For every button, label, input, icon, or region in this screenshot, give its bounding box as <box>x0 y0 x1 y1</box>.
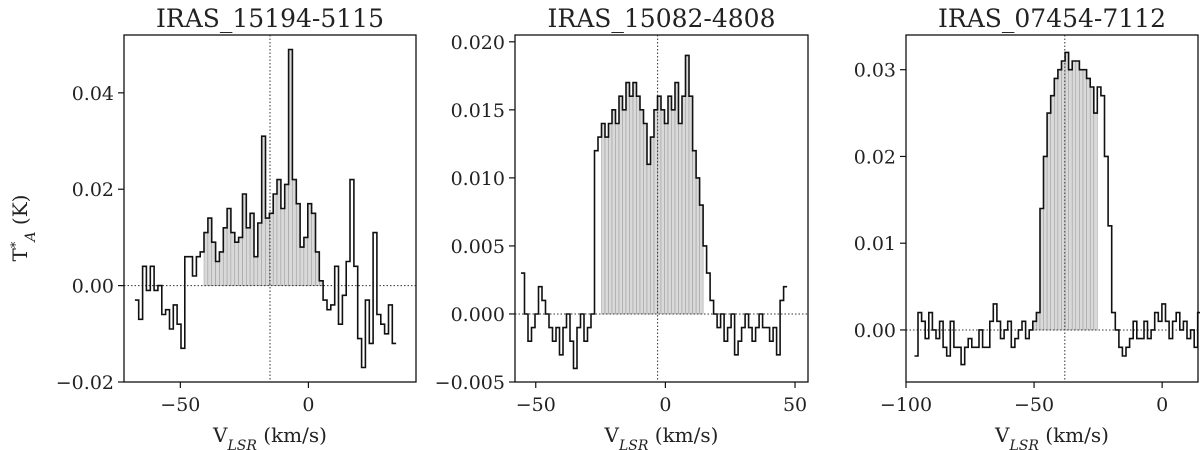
y-tick-label: 0.015 <box>451 100 505 122</box>
fill-bin <box>1079 69 1084 331</box>
fill-bin <box>660 109 665 315</box>
y-tick-label: 0.010 <box>451 168 505 190</box>
fill-bin <box>1057 69 1062 331</box>
fill-bin <box>1075 60 1080 331</box>
y-tick-label: 0.02 <box>72 179 114 201</box>
plot-frame <box>514 34 809 383</box>
fill-bin <box>604 136 609 315</box>
x-axis-title: VLSR (km/s) <box>212 423 327 450</box>
fill-bin <box>1050 95 1055 331</box>
panel-3: 0.00 0.01 0.02 0.03 −100 −50 0 IRAS_07454-7112 V… <box>854 4 1200 450</box>
y-tick-label: 0.00 <box>72 276 114 298</box>
fill-bin <box>664 123 669 315</box>
fill-bin <box>625 82 630 315</box>
y-tick-label: 0.02 <box>854 146 896 168</box>
fill-bin <box>1054 78 1059 331</box>
fill-bin <box>299 246 305 286</box>
fill-bin <box>280 208 285 286</box>
fill-bin <box>1068 69 1073 331</box>
fill-bin <box>678 123 683 315</box>
panel-title: IRAS_15194-5115 <box>156 4 384 33</box>
fill-bin <box>601 123 606 315</box>
x-axis-title: VLSR (km/s) <box>604 423 719 450</box>
fill-bin <box>639 109 644 315</box>
fill-bin <box>1086 78 1091 331</box>
fill-bin <box>611 109 616 315</box>
y-tick-label: 0.03 <box>854 60 896 82</box>
fill-bin <box>615 123 620 315</box>
y-tick-label: −0.005 <box>435 372 505 394</box>
fill-bin <box>618 95 623 315</box>
x-tick-label: 0 <box>659 394 671 416</box>
x-tick-label: −50 <box>160 394 200 416</box>
x-tick-label: 0 <box>1156 394 1168 416</box>
y-tick-label: 0.000 <box>451 304 505 326</box>
y-tick-label: 0.04 <box>72 83 114 105</box>
panel-title: IRAS_15082-4808 <box>548 4 776 33</box>
x-tick-label: −100 <box>880 394 932 416</box>
fill-bin <box>653 109 658 315</box>
y-axis-title: T*A (K) <box>8 195 39 262</box>
spectrum-line <box>134 48 397 369</box>
plot-frame <box>123 34 417 383</box>
panel-2: −0.005 0.000 0.005 0.010 0.015 0.020 −50 0 50 IRA… <box>435 4 809 450</box>
fill-bin <box>681 95 686 315</box>
fill-bin <box>632 82 637 315</box>
y-tick-label: 0.01 <box>854 233 896 255</box>
y-tick-label: 0.00 <box>854 320 896 342</box>
fill-bin <box>1064 52 1069 331</box>
fill-bin <box>671 109 676 315</box>
x-tick-label: −50 <box>1014 394 1054 416</box>
spectrum-line <box>914 51 1200 366</box>
x-tick-label: 0 <box>302 394 314 416</box>
fill-bin <box>1093 112 1098 331</box>
fill-bin <box>1082 69 1087 331</box>
fill-bin <box>253 256 259 286</box>
fill-bin <box>636 95 641 315</box>
fill-bin <box>1089 86 1095 331</box>
x-tick-label: −50 <box>516 394 556 416</box>
fill-bin <box>238 237 243 286</box>
fill-bin <box>667 95 672 315</box>
x-axis-title: VLSR (km/s) <box>994 423 1109 450</box>
fill-bin <box>629 95 634 315</box>
fill-bin <box>622 109 627 315</box>
y-tick-label: −0.02 <box>56 372 114 394</box>
fill-bin <box>215 261 220 286</box>
panel-1: −0.02 0.00 0.02 0.04 −50 0 IRAS_15194-5115 VLSR… <box>56 4 417 450</box>
fill-bin <box>265 217 270 286</box>
x-tick-label: 50 <box>783 394 807 416</box>
plot-frame <box>905 34 1199 383</box>
y-tick-label: 0.005 <box>451 236 505 258</box>
fill-bin <box>246 227 251 286</box>
fill-bin <box>1061 60 1066 331</box>
panel-title: IRAS_07454-7112 <box>938 4 1166 33</box>
fill-bin <box>608 123 613 315</box>
spectrum-line <box>521 54 788 370</box>
y-tick-label: 0.020 <box>451 32 505 54</box>
fill-bin <box>1071 60 1077 331</box>
fill-bin <box>646 164 651 315</box>
fill-bin <box>234 241 239 286</box>
